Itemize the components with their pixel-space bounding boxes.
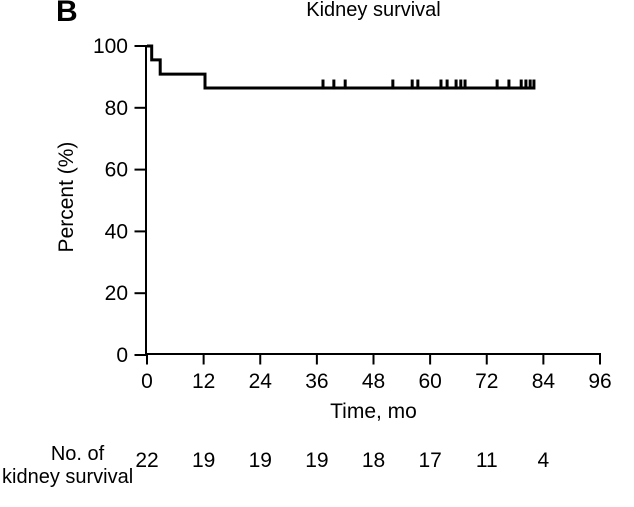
at-risk-count: 11 xyxy=(476,449,498,472)
at-risk-count: 19 xyxy=(305,449,328,472)
at-risk-count: 17 xyxy=(418,449,441,472)
panel-label: B xyxy=(56,0,78,28)
x-tick-label: 72 xyxy=(475,370,498,393)
at-risk-count: 4 xyxy=(538,449,550,472)
chart-title: Kidney survival xyxy=(306,0,441,21)
at-risk-count: 18 xyxy=(362,449,385,472)
x-tick-label: 48 xyxy=(362,370,385,393)
y-tick-label: 0 xyxy=(116,344,128,367)
y-tick-label: 80 xyxy=(105,97,128,120)
x-tick-label: 24 xyxy=(249,370,273,393)
y-tick-label: 40 xyxy=(105,220,128,243)
at-risk-count: 19 xyxy=(192,449,215,472)
y-tick-label: 20 xyxy=(105,282,128,305)
x-tick-label: 12 xyxy=(192,370,215,393)
y-tick-label: 60 xyxy=(105,159,128,182)
x-tick-label: 60 xyxy=(418,370,441,393)
x-tick-label: 36 xyxy=(305,370,328,393)
x-tick-label: 0 xyxy=(141,370,153,393)
x-tick-label: 84 xyxy=(532,370,556,393)
at-risk-row-label-line2: kidney survival xyxy=(2,466,134,488)
x-tick-label: 96 xyxy=(588,370,611,393)
y-tick-label: 100 xyxy=(93,35,128,58)
survival-step-curve xyxy=(147,44,534,90)
at-risk-count: 22 xyxy=(135,449,158,472)
x-axis-label: Time, mo xyxy=(330,400,417,423)
at-risk-count: 19 xyxy=(249,449,272,472)
at-risk-row-label-line1: No. of xyxy=(50,443,105,465)
y-axis-label: Percent (%) xyxy=(55,141,78,253)
